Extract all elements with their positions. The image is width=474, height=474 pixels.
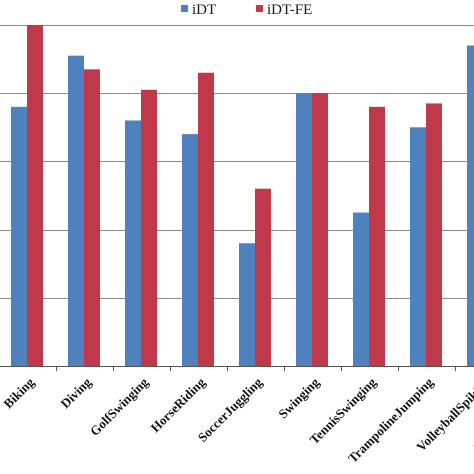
bar-idt-fe-tennisswinging <box>369 106 385 366</box>
x-tick-label-biking: Biking <box>0 374 37 411</box>
bar-idt-biking <box>11 106 27 366</box>
bar-idt-soccerjuggling <box>239 243 255 366</box>
bar-idt-golfswinging <box>125 120 141 366</box>
bar-idt-fe-horseriding <box>198 72 214 367</box>
legend-swatch-idt <box>181 5 188 12</box>
legend-label-idt-fe: iDT-FE <box>267 2 312 18</box>
bar-idt-fe-soccerjuggling <box>255 188 271 366</box>
bar-idt-fe-diving <box>84 69 100 366</box>
bar-idt-diving <box>68 55 84 366</box>
bars <box>11 25 474 367</box>
x-tick-label-golfswinging: GolfSwinging <box>87 374 152 439</box>
x-tick-labels: Biking DivingGolfSwingingHorseRidingSocce… <box>0 374 474 465</box>
bar-idt-horseriding <box>182 134 198 366</box>
x-tick-label-diving: Diving <box>57 374 94 411</box>
bar-idt-fe-swinging <box>312 93 328 366</box>
bar-idt-tennisswinging <box>353 212 369 366</box>
bar-idt-fe-biking <box>27 25 43 366</box>
bar-idt-swinging <box>296 93 312 366</box>
bar-idt-fe-trampolinejumping <box>426 103 442 367</box>
legend: iDT iDT-FE <box>181 2 312 18</box>
legend-swatch-idt-fe <box>256 5 263 12</box>
axes <box>0 366 474 371</box>
bar-idt-trampolinejumping <box>410 127 426 366</box>
bar-idt-fe-golfswinging <box>141 89 157 366</box>
x-tick-label-horseriding: HorseRiding <box>147 374 208 435</box>
bar-idt-volleyballspiking <box>467 45 474 367</box>
legend-label-idt: iDT <box>192 2 216 18</box>
x-tick-label-swinging: Swinging <box>275 374 322 421</box>
